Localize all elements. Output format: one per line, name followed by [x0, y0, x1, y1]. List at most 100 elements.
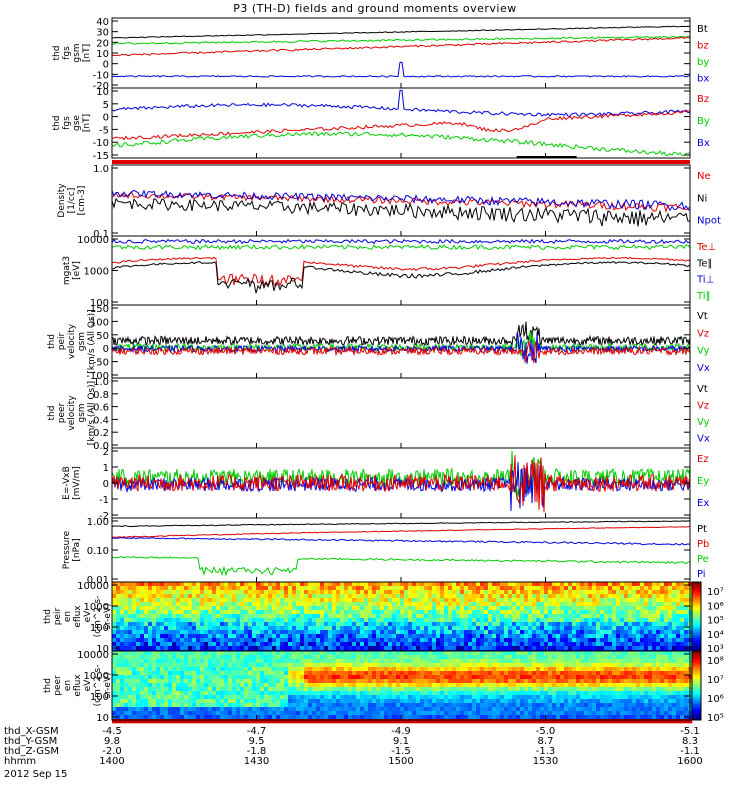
peir-spectrogram-image-cell [384, 622, 389, 627]
peir-spectrogram-image-cell [368, 626, 373, 631]
peir-spectrogram-image-cell [216, 634, 221, 639]
peir-spectrogram-image-cell [168, 614, 173, 619]
peir-spectrogram-image-cell [136, 598, 141, 603]
peir-spectrogram-image-cell [668, 622, 673, 627]
peer-spectrogram-image-cell [296, 655, 301, 660]
peir-spectrogram-image-cell [184, 610, 189, 615]
peer-spectrogram-image-cell [220, 675, 225, 680]
peir-spectrogram-image-cell [344, 646, 349, 651]
peer-spectrogram-image-cell [484, 711, 489, 716]
peir-spectrogram-image-cell [480, 590, 485, 595]
peer-spectrogram-image-cell [420, 687, 425, 692]
peir-spectrogram-image-cell [584, 618, 589, 623]
peer-spectrogram-image-cell [348, 651, 353, 656]
peir-spectrogram-image-cell [460, 634, 465, 639]
peer-spectrogram-image-cell [404, 651, 409, 656]
peer-spectrogram-image-cell [424, 671, 429, 676]
peir-spectrogram-image-cell [668, 602, 673, 607]
peir-spectrogram-image-cell [176, 602, 181, 607]
peer-spectrogram-image-cell [484, 671, 489, 676]
peir-spectrogram-image-cell [404, 606, 409, 611]
peir-spectrogram-image-cell [664, 590, 669, 595]
peer-spectrogram-image-cell [588, 715, 593, 720]
peir-spectrogram-image-cell [608, 622, 613, 627]
peer-spectrogram-image-cell [484, 675, 489, 680]
peir-spectrogram-image-cell [436, 590, 441, 595]
peir-spectrogram-image-cell [164, 610, 169, 615]
peer-spectrogram-image-cell [332, 687, 337, 692]
peir-spectrogram-image-cell [600, 646, 605, 651]
peer-spectrogram-image-cell [272, 655, 277, 660]
peer-spectrogram-image-cell [348, 691, 353, 696]
peer-spectrogram-image-cell [424, 667, 429, 672]
peir-spectrogram-image-cell [252, 622, 257, 627]
peer-spectrogram-image-cell [480, 659, 485, 664]
peir-spectrogram-image-cell [240, 606, 245, 611]
peer-spectrogram-image-cell [616, 719, 621, 724]
peer-spectrogram-image-cell [264, 663, 269, 668]
peer-spectrogram-image-cell [616, 695, 621, 700]
peir-spectrogram-image-cell [596, 634, 601, 639]
peir-spectrogram-image-cell [644, 582, 649, 587]
peer-spectrogram-image-cell [508, 707, 513, 712]
peir-spectrogram-image-cell [240, 638, 245, 643]
peer-spectrogram-image-cell [236, 715, 241, 720]
peer-spectrogram-image-cell [416, 675, 421, 680]
peir-spectrogram-image-cell [632, 642, 637, 647]
peer-spectrogram-image-cell [572, 699, 577, 704]
peir-spectrogram-image-cell [356, 586, 361, 591]
peir-spectrogram-image-cell [196, 598, 201, 603]
peer-spectrogram-image-cell [552, 671, 557, 676]
peir-spectrogram-image-cell [400, 582, 405, 587]
peir-spectrogram-image-cell [680, 634, 685, 639]
peir-spectrogram-image-cell [616, 594, 621, 599]
peer-spectrogram-image-cell [148, 655, 153, 660]
peer-spectrogram-image-cell [424, 683, 429, 688]
peer-spectrogram-image-cell [476, 683, 481, 688]
peer-spectrogram-image-cell [164, 683, 169, 688]
peir-spectrogram-image-cell [408, 622, 413, 627]
peir-spectrogram-image-cell [580, 598, 585, 603]
peir-spectrogram-image-cell [276, 638, 281, 643]
peer-spectrogram-image-cell [572, 667, 577, 672]
peir-spectrogram-image-cell [636, 626, 641, 631]
peir-spectrogram-image-cell [112, 594, 117, 599]
peir-spectrogram-image-cell [372, 646, 377, 651]
peir-spectrogram-image-cell [544, 594, 549, 599]
peer-spectrogram-image-cell [200, 695, 205, 700]
peir-spectrogram-image-cell [664, 606, 669, 611]
peir-spectrogram-image-cell [460, 642, 465, 647]
peer-spectrogram-image-cell [548, 675, 553, 680]
peer-spectrogram-image-cell [200, 675, 205, 680]
peer-spectrogram-image-cell [172, 675, 177, 680]
peer-spectrogram-image-cell [636, 687, 641, 692]
peer-spectrogram-image-cell [496, 671, 501, 676]
peer-spectrogram-image-cell [472, 711, 477, 716]
peer-spectrogram-image-cell [456, 691, 461, 696]
peir-spectrogram-image-cell [620, 638, 625, 643]
peir-spectrogram-image-cell [520, 602, 525, 607]
peir-spectrogram-image-cell [152, 582, 157, 587]
peer-spectrogram-image-cell [292, 663, 297, 668]
peir-spectrogram-image-cell [408, 626, 413, 631]
peir-spectrogram-image-cell [488, 622, 493, 627]
peir-spectrogram-image-cell [256, 606, 261, 611]
peer-spectrogram-image-cell [336, 651, 341, 656]
peir-spectrogram-image-cell [640, 606, 645, 611]
peir-spectrogram-image-cell [660, 586, 665, 591]
peir-spectrogram-image-cell [236, 618, 241, 623]
peer-spectrogram-image-cell [484, 719, 489, 724]
peir-spectrogram-image-cell [176, 582, 181, 587]
peer-spectrogram-image-cell [428, 695, 433, 700]
peer-spectrogram-image-cell [556, 687, 561, 692]
peir-spectrogram-image-cell [260, 610, 265, 615]
peir-spectrogram-image-cell [200, 602, 205, 607]
peer-spectrogram-image-cell [472, 683, 477, 688]
peir-spectrogram-image-cell [152, 614, 157, 619]
peir-spectrogram-image-cell [196, 622, 201, 627]
peir-spectrogram-image-cell [184, 642, 189, 647]
peer-spectrogram-image-cell [628, 703, 633, 708]
peir-spectrogram-image-cell [516, 590, 521, 595]
peir-spectrogram-image-cell [392, 586, 397, 591]
peer-spectrogram-image-cell [404, 659, 409, 664]
